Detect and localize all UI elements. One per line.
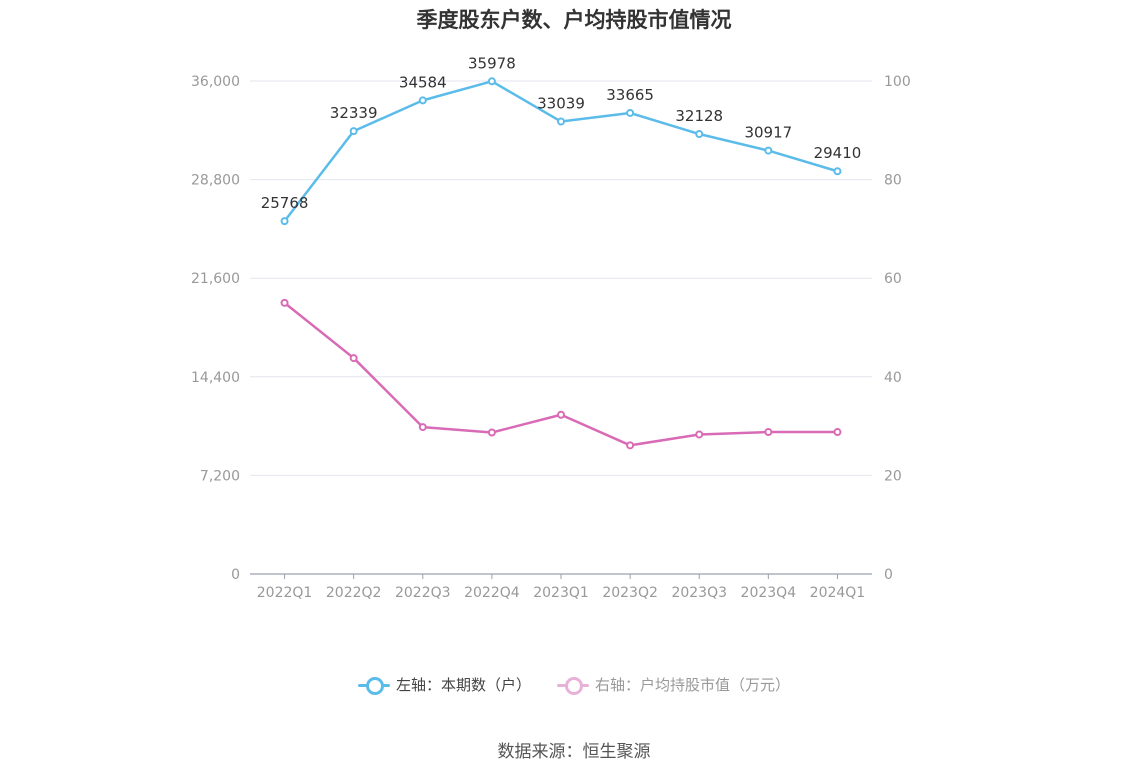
legend-swatch-pink bbox=[557, 675, 589, 695]
x-tick-label: 2022Q3 bbox=[395, 585, 451, 601]
data-point[interactable] bbox=[349, 354, 358, 363]
y-right-tick-label: 20 bbox=[884, 468, 902, 484]
data-label: 33665 bbox=[606, 86, 654, 104]
y-left-tick-label: 7,200 bbox=[200, 468, 240, 484]
data-point[interactable] bbox=[833, 167, 842, 176]
grid-lines bbox=[250, 80, 872, 476]
legend-item-left-axis[interactable]: 左轴：本期数（户） bbox=[357, 674, 531, 695]
data-label: 32339 bbox=[330, 104, 378, 122]
legend: 左轴：本期数（户） 右轴：户均持股市值（万元） bbox=[0, 674, 1148, 695]
data-point[interactable] bbox=[280, 217, 289, 226]
data-labels: 25768 32339 34584 35978 33039 33665 32128 30917… bbox=[261, 54, 862, 212]
data-label: 34584 bbox=[399, 73, 447, 91]
legend-label-left: 左轴：本期数（户） bbox=[395, 676, 531, 694]
y-right-tick-label: 0 bbox=[884, 567, 893, 583]
y-right-tick-label: 100 bbox=[884, 74, 911, 90]
x-tick-label: 2023Q2 bbox=[602, 585, 658, 601]
data-point[interactable] bbox=[764, 428, 773, 437]
data-point[interactable] bbox=[418, 96, 427, 105]
line-chart: 0 7,200 14,400 21,600 28,800 36,000 0 20 40 60 80 1… bbox=[191, 54, 911, 601]
data-point[interactable] bbox=[418, 423, 427, 432]
data-label: 32128 bbox=[675, 107, 723, 125]
y-right-tick-label: 80 bbox=[884, 173, 902, 189]
axes: 0 7,200 14,400 21,600 28,800 36,000 0 20 40 60 80 1… bbox=[191, 74, 911, 601]
data-label: 30917 bbox=[744, 124, 792, 142]
x-tick-label: 2023Q4 bbox=[741, 585, 797, 601]
legend-label-right: 右轴：户均持股市值（万元） bbox=[595, 676, 791, 694]
data-point[interactable] bbox=[557, 117, 565, 126]
y-right-tick-label: 40 bbox=[884, 370, 902, 386]
data-point[interactable] bbox=[626, 441, 635, 450]
data-label: 35978 bbox=[468, 54, 516, 72]
y-left-tick-label: 0 bbox=[231, 567, 240, 583]
data-label: 33039 bbox=[537, 95, 585, 113]
series-layer bbox=[280, 77, 842, 450]
series-line-1 bbox=[283, 301, 838, 447]
x-tick-label: 2024Q1 bbox=[810, 585, 866, 601]
data-point[interactable] bbox=[695, 430, 704, 439]
data-point[interactable] bbox=[695, 130, 704, 139]
y-right-tick-label: 60 bbox=[884, 271, 902, 287]
data-point[interactable] bbox=[280, 298, 289, 307]
x-tick-label: 2023Q3 bbox=[671, 585, 727, 601]
data-point[interactable] bbox=[626, 108, 635, 117]
y-left-tick-label: 36,000 bbox=[191, 74, 240, 90]
data-point[interactable] bbox=[487, 428, 496, 437]
chart-title: 季度股东户数、户均持股市值情况 bbox=[416, 8, 732, 32]
legend-swatch-blue bbox=[357, 675, 390, 695]
y-left-tick-label: 14,400 bbox=[191, 370, 240, 386]
y-left-tick-label: 28,800 bbox=[191, 173, 240, 189]
data-point[interactable] bbox=[349, 127, 358, 136]
legend-item-right-axis[interactable]: 右轴：户均持股市值（万元） bbox=[557, 674, 790, 695]
data-point[interactable] bbox=[764, 146, 773, 155]
data-source: 数据来源：恒生聚源 bbox=[497, 742, 651, 762]
x-tick-label: 2022Q2 bbox=[326, 585, 382, 601]
data-point[interactable] bbox=[833, 428, 842, 437]
data-label: 29410 bbox=[814, 144, 862, 162]
data-point[interactable] bbox=[557, 410, 565, 419]
y-left-tick-label: 21,600 bbox=[191, 271, 240, 287]
x-tick-label: 2023Q1 bbox=[533, 585, 589, 601]
data-point[interactable] bbox=[487, 77, 496, 86]
x-tick-label: 2022Q4 bbox=[464, 585, 520, 601]
x-tick-label: 2022Q1 bbox=[257, 585, 313, 601]
data-label: 25768 bbox=[261, 194, 309, 212]
